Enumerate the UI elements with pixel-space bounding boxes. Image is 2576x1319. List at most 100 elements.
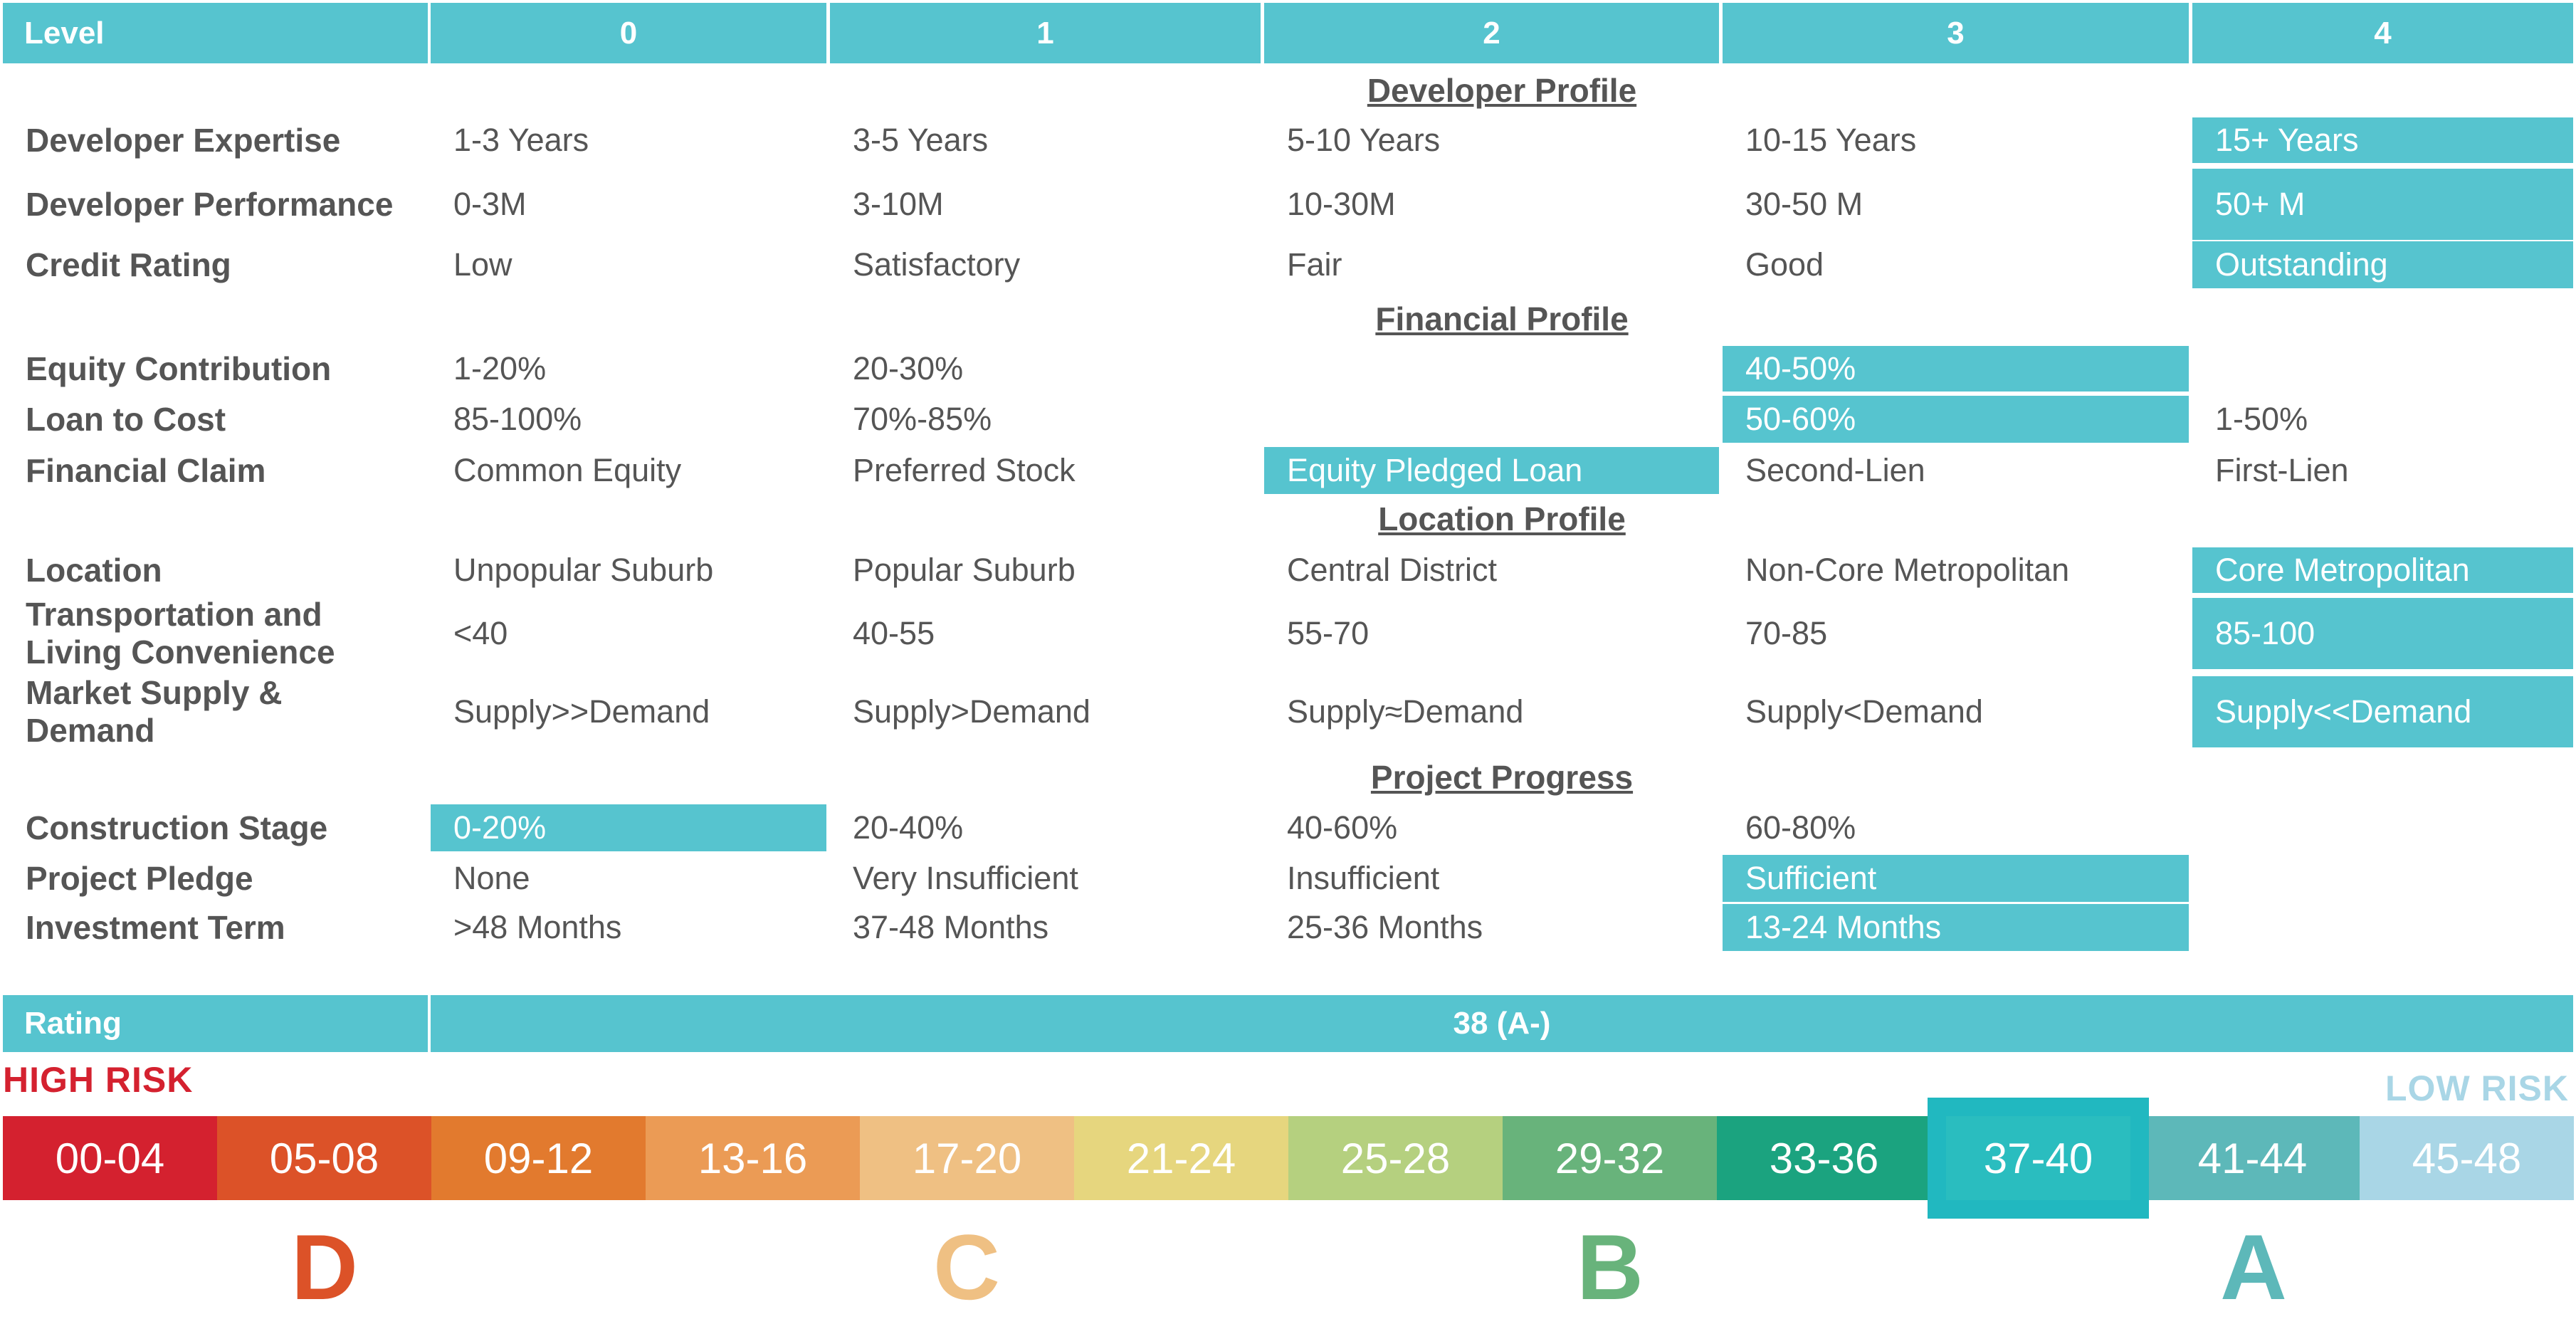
low-risk-label: LOW RISK: [2385, 1068, 2569, 1108]
section-title: Project Progress: [1370, 759, 1634, 796]
rating-value: 38 (A-): [431, 995, 2573, 1052]
grade-letter: B: [1577, 1215, 1644, 1319]
table-cell: 0-3M: [453, 186, 527, 222]
selected-cell: 15+ Years: [2192, 117, 2573, 163]
scale-band: 00-04: [3, 1116, 217, 1200]
selected-cell: 13-24 Months: [1723, 904, 2189, 951]
selected-cell: 50-60%: [1723, 396, 2189, 443]
table-cell: 1-50%: [2215, 401, 2308, 437]
table-cell: 1-20%: [453, 350, 547, 387]
scale-band: 09-12: [431, 1116, 646, 1200]
table-cell: 1-3 Years: [453, 122, 589, 158]
table-cell: Fair: [1287, 246, 1342, 283]
row-label: Transportation and Living Convenience: [26, 596, 335, 671]
table-cell: 70%-85%: [853, 401, 992, 437]
table-cell: Good: [1745, 246, 1824, 283]
selected-cell: 85-100: [2192, 598, 2573, 669]
header-level-2: 2: [1264, 3, 1719, 63]
row-label: Equity Contribution: [26, 350, 332, 387]
table-cell: Very Insufficient: [853, 860, 1078, 896]
table-cell: 70-85: [1745, 615, 1828, 651]
table-cell: Supply≈Demand: [1287, 693, 1524, 730]
scale-band: 05-08: [217, 1116, 431, 1200]
scale-band: 17-20: [860, 1116, 1074, 1200]
row-label: Market Supply & Demand: [26, 674, 283, 749]
table-cell: 20-40%: [853, 809, 964, 846]
table-cell: 5-10 Years: [1287, 122, 1441, 158]
table-cell: >48 Months: [453, 909, 622, 945]
grade-letter: A: [2220, 1215, 2287, 1319]
table-cell: 40-55: [853, 615, 935, 651]
grade-letter: C: [933, 1215, 1000, 1319]
table-cell: 10-30M: [1287, 186, 1396, 222]
row-label: Developer Performance: [26, 185, 394, 223]
table-cell: Low: [453, 246, 512, 283]
selected-cell: Core Metropolitan: [2192, 547, 2573, 593]
scale-band: 13-16: [646, 1116, 860, 1200]
table-cell: Satisfactory: [853, 246, 1021, 283]
row-label: Credit Rating: [26, 246, 231, 283]
row-label: Investment Term: [26, 908, 285, 946]
table-cell: Second-Lien: [1745, 452, 1925, 488]
table-cell: <40: [453, 615, 508, 651]
table-cell: Preferred Stock: [853, 452, 1076, 488]
high-risk-label: HIGH RISK: [3, 1060, 194, 1100]
scale-band: 33-36: [1717, 1116, 1931, 1200]
table-cell: Supply<Demand: [1745, 693, 1983, 730]
selected-cell: 50+ M: [2192, 169, 2573, 240]
table-cell: 25-36 Months: [1287, 909, 1483, 945]
selected-cell: Equity Pledged Loan: [1264, 447, 1719, 494]
table-cell: 3-10M: [853, 186, 944, 222]
table-cell: 37-48 Months: [853, 909, 1049, 945]
table-cell: 3-5 Years: [853, 122, 989, 158]
section-title: Location Profile: [1378, 500, 1626, 537]
header-level-label: Level: [3, 3, 428, 63]
selected-band-highlight: [1928, 1098, 2149, 1219]
row-label: Construction Stage: [26, 809, 328, 846]
table-cell: 60-80%: [1745, 809, 1856, 846]
selected-cell: Outstanding: [2192, 241, 2573, 288]
header-level-1: 1: [830, 3, 1261, 63]
table-cell: None: [453, 860, 530, 896]
table-cell: Insufficient: [1287, 860, 1440, 896]
grade-a: A: [2182, 1221, 2325, 1313]
table-cell: 55-70: [1287, 615, 1370, 651]
selected-cell: 40-50%: [1723, 346, 2189, 392]
selected-cell: Sufficient: [1723, 855, 2189, 902]
table-cell: 85-100%: [453, 401, 582, 437]
table-cell: 20-30%: [853, 350, 964, 387]
grade-letter: D: [291, 1215, 358, 1319]
section-title: Developer Profile: [1367, 72, 1637, 109]
table-cell: Supply>Demand: [853, 693, 1090, 730]
selected-cell: Supply<<Demand: [2192, 676, 2573, 747]
table-cell: Popular Suburb: [853, 552, 1076, 588]
row-label: Developer Expertise: [26, 121, 341, 159]
scale-band: 29-32: [1503, 1116, 1717, 1200]
header-level-0: 0: [431, 3, 826, 63]
scale-band: 45-48: [2360, 1116, 2574, 1200]
scale-band: 41-44: [2145, 1116, 2360, 1200]
table-cell: Central District: [1287, 552, 1498, 588]
row-label: Project Pledge: [26, 859, 253, 897]
table-cell: Unpopular Suburb: [453, 552, 714, 588]
grade-d: D: [253, 1221, 396, 1313]
rating-label: Rating: [3, 995, 428, 1052]
row-label: Loan to Cost: [26, 400, 226, 438]
header-level-3: 3: [1723, 3, 2189, 63]
table-cell: Non-Core Metropolitan: [1745, 552, 2070, 588]
table-cell: First-Lien: [2215, 452, 2349, 488]
table-cell: Supply>>Demand: [453, 693, 710, 730]
scale-band: 25-28: [1288, 1116, 1503, 1200]
table-cell: 40-60%: [1287, 809, 1398, 846]
row-label: Financial Claim: [26, 451, 266, 489]
grade-c: C: [895, 1221, 1038, 1313]
table-cell: Common Equity: [453, 452, 682, 488]
section-title: Financial Profile: [1375, 300, 1629, 337]
row-label: Location: [26, 551, 162, 589]
table-cell: 10-15 Years: [1745, 122, 1917, 158]
scale-band: 21-24: [1074, 1116, 1288, 1200]
grade-b: B: [1539, 1221, 1681, 1313]
scale-band: 37-40: [1931, 1116, 2145, 1200]
selected-cell: 0-20%: [431, 804, 826, 851]
table-cell: 30-50 M: [1745, 186, 1863, 222]
